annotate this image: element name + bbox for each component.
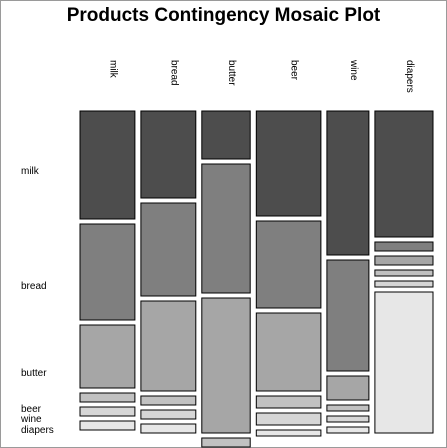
mosaic-cell-milk-milk xyxy=(79,110,136,220)
mosaic-cell-diapers-bread xyxy=(374,241,434,252)
mosaic-cell-bread-butter xyxy=(140,300,197,392)
mosaic-cell-milk-butter xyxy=(79,324,136,389)
mosaic-cell-wine-butter xyxy=(326,375,370,401)
mosaic-cell-beer-milk xyxy=(255,110,322,217)
column-label-wine: wine xyxy=(348,59,359,81)
row-label-butter: butter xyxy=(21,368,47,379)
mosaic-cell-beer-butter xyxy=(255,312,322,392)
chart-title: Products Contingency Mosaic Plot xyxy=(66,5,381,26)
mosaic-cell-diapers-butter xyxy=(374,255,434,266)
mosaic-cell-butter-beer xyxy=(201,437,251,448)
mosaic-cell-wine-wine xyxy=(326,415,370,423)
row-label-diapers: diapers xyxy=(21,425,54,436)
column-label-milk: milk xyxy=(108,60,119,79)
mosaic-cell-beer-beer xyxy=(255,395,322,409)
mosaic-cell-butter-butter xyxy=(201,297,251,434)
column-label-beer: beer xyxy=(289,60,300,81)
mosaic-cell-diapers-diapers xyxy=(374,291,434,434)
mosaic-cell-beer-bread xyxy=(255,220,322,309)
mosaic-cell-bread-wine xyxy=(140,409,197,420)
mosaic-cell-beer-wine xyxy=(255,412,322,426)
mosaic-cell-butter-milk xyxy=(201,110,251,160)
mosaic-cell-milk-beer xyxy=(79,392,136,403)
mosaic-cell-wine-diapers xyxy=(326,426,370,434)
column-label-diapers: diapers xyxy=(404,60,415,93)
row-label-bread: bread xyxy=(21,281,47,292)
mosaic-cell-butter-bread xyxy=(201,163,251,294)
mosaic-cell-bread-beer xyxy=(140,395,197,406)
mosaic-cell-diapers-beer xyxy=(374,269,434,277)
mosaic-cell-bread-diapers xyxy=(140,423,197,434)
column-label-bread: bread xyxy=(168,60,179,86)
mosaic-cell-diapers-milk xyxy=(374,110,434,238)
mosaic-cell-wine-milk xyxy=(326,110,370,256)
mosaic-cell-bread-bread xyxy=(140,202,197,297)
mosaic-cell-milk-wine xyxy=(79,406,136,417)
mosaic-cell-wine-beer xyxy=(326,404,370,412)
column-label-butter: butter xyxy=(226,60,237,86)
row-label-beer: beer xyxy=(21,404,42,415)
row-label-milk: milk xyxy=(21,166,40,177)
mosaic-cell-diapers-wine xyxy=(374,280,434,288)
mosaic-cell-milk-diapers xyxy=(79,420,136,431)
mosaic-cell-milk-bread xyxy=(79,223,136,321)
row-label-wine: wine xyxy=(20,414,42,425)
mosaic-cell-beer-diapers xyxy=(255,429,322,437)
mosaic-cell-bread-milk xyxy=(140,110,197,199)
mosaic-cell-wine-bread xyxy=(326,259,370,372)
